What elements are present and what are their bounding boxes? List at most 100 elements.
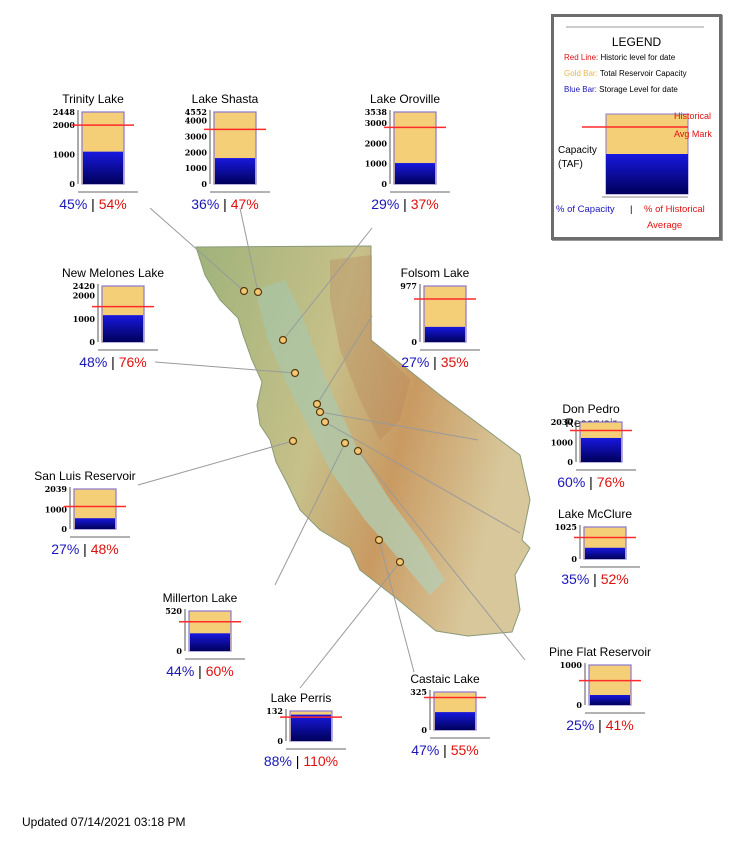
- tick-label: 0: [176, 646, 182, 656]
- reservoir-percentages: 44% | 60%: [145, 663, 255, 679]
- pct-divider: |: [399, 196, 411, 212]
- tick-label: 0: [571, 554, 577, 564]
- tick-label: 4000: [185, 116, 208, 126]
- tick-label: 0: [61, 524, 67, 534]
- tick-label: 3538: [365, 108, 388, 117]
- reservoir-bar-chart: 325 0: [410, 688, 490, 739]
- reservoir-marker: [340, 438, 350, 448]
- pct-historical-average: 37%: [410, 196, 439, 212]
- reservoir-marker: [290, 368, 300, 378]
- sierra-nevada: [330, 255, 410, 440]
- legend-blue-bar-row: Blue Bar: Storage Level for date: [564, 85, 678, 94]
- legend-taf-label: (TAF): [558, 159, 583, 170]
- storage-bar: [103, 315, 143, 342]
- reservoir-percentages: 27% | 35%: [380, 354, 490, 370]
- leader-line: [149, 207, 245, 292]
- tick-label: 1000: [73, 314, 96, 324]
- storage-bar: [75, 518, 115, 529]
- reservoir-marker: [312, 399, 322, 409]
- tick-label: 1000: [53, 150, 76, 160]
- tick-label: 0: [421, 725, 427, 735]
- storage-bar: [581, 437, 621, 462]
- reservoir-percentages: 27% | 48%: [30, 541, 140, 557]
- pct-capacity: 35%: [561, 571, 590, 587]
- tick-label: 2030: [551, 418, 574, 427]
- pct-capacity: 27%: [51, 541, 80, 557]
- tick-label: 0: [381, 179, 387, 189]
- pct-historical-average: 41%: [605, 717, 634, 733]
- reservoir-bar-chart: 132 0: [266, 707, 346, 750]
- pct-divider: |: [594, 717, 606, 733]
- leader-line: [154, 361, 296, 374]
- pct-capacity: 45%: [59, 196, 88, 212]
- storage-bar: [215, 158, 255, 184]
- legend-gold-bar-row: Gold Bar: Total Reservoir Capacity: [564, 69, 687, 78]
- reservoir-name: Lake McClure: [557, 507, 633, 521]
- reservoir-percentages: 35% | 52%: [540, 571, 650, 587]
- reservoir-marker: [320, 417, 330, 427]
- legend-average-label: Average: [647, 220, 683, 231]
- reservoir-markers: [239, 286, 405, 567]
- pct-historical-average: 76%: [118, 354, 147, 370]
- tick-label: 1000: [45, 504, 68, 514]
- pct-capacity: 60%: [557, 474, 586, 490]
- reservoir-marker: [253, 287, 263, 297]
- reservoir-name: Folsom Lake: [400, 266, 470, 280]
- reservoir-percentages: 45% | 54%: [38, 196, 148, 212]
- reservoir-marker: [278, 335, 288, 345]
- tick-label: 0: [576, 700, 582, 710]
- tick-label: 2039: [45, 485, 68, 494]
- tick-label: 0: [89, 337, 95, 347]
- reservoir-name: Trinity Lake: [62, 92, 124, 106]
- legend-avg-mark-label: Avg Mark: [674, 129, 712, 139]
- legend-storage-bar: [606, 154, 688, 194]
- pct-capacity: 47%: [411, 742, 440, 758]
- pct-divider: |: [291, 753, 304, 769]
- tick-label: 520: [165, 607, 182, 616]
- legend-red-desc: Historic level for date: [600, 53, 676, 62]
- pct-historical-average: 47%: [230, 196, 259, 212]
- pct-divider: |: [439, 742, 451, 758]
- tick-label: 3000: [365, 118, 388, 128]
- reservoir-bar-chart: 2448 2000 1000 0: [53, 108, 138, 193]
- pct-divider: |: [589, 571, 601, 587]
- storage-bar: [83, 151, 123, 184]
- tick-label: 1000: [365, 159, 388, 169]
- pct-divider: |: [219, 196, 231, 212]
- tick-label: 1025: [555, 523, 577, 532]
- pct-divider: |: [107, 354, 119, 370]
- leader-line: [319, 411, 479, 441]
- leader-line: [357, 450, 526, 661]
- pct-divider: |: [79, 541, 91, 557]
- pct-capacity: 44%: [166, 663, 195, 679]
- legend-capacity-label: Capacity: [558, 145, 597, 156]
- reservoir-marker: [374, 535, 384, 545]
- reservoir-percentages: 29% | 37%: [350, 196, 460, 212]
- leader-lines: [137, 207, 526, 689]
- tick-label: 0: [411, 337, 417, 347]
- leader-line: [274, 442, 346, 586]
- reservoir-bar-chart: 1025 0: [555, 523, 640, 568]
- leader-line: [378, 539, 415, 673]
- pct-capacity: 25%: [566, 717, 595, 733]
- tick-label: 132: [266, 707, 283, 716]
- pct-divider: |: [87, 196, 99, 212]
- reservoir-name: San Luis Reservoir: [34, 469, 136, 483]
- tick-label: 2000: [73, 291, 96, 301]
- tick-label: 1000: [560, 661, 583, 670]
- tick-label: 4552: [185, 108, 207, 117]
- legend-graphic: [566, 26, 704, 198]
- legend-gold-desc: Total Reservoir Capacity: [599, 69, 687, 78]
- pct-capacity: 29%: [371, 196, 400, 212]
- pct-historical-average: 60%: [205, 663, 234, 679]
- reservoir-bar-chart: 520 0: [165, 607, 245, 660]
- pct-historical-average: 48%: [90, 541, 119, 557]
- legend-pct-hist-label: % of Historical: [644, 204, 705, 215]
- pct-historical-average: 110%: [303, 753, 339, 769]
- reservoir-name: Lake Perris: [270, 691, 332, 705]
- tick-label: 0: [277, 736, 283, 746]
- tick-label: 2420: [73, 282, 96, 291]
